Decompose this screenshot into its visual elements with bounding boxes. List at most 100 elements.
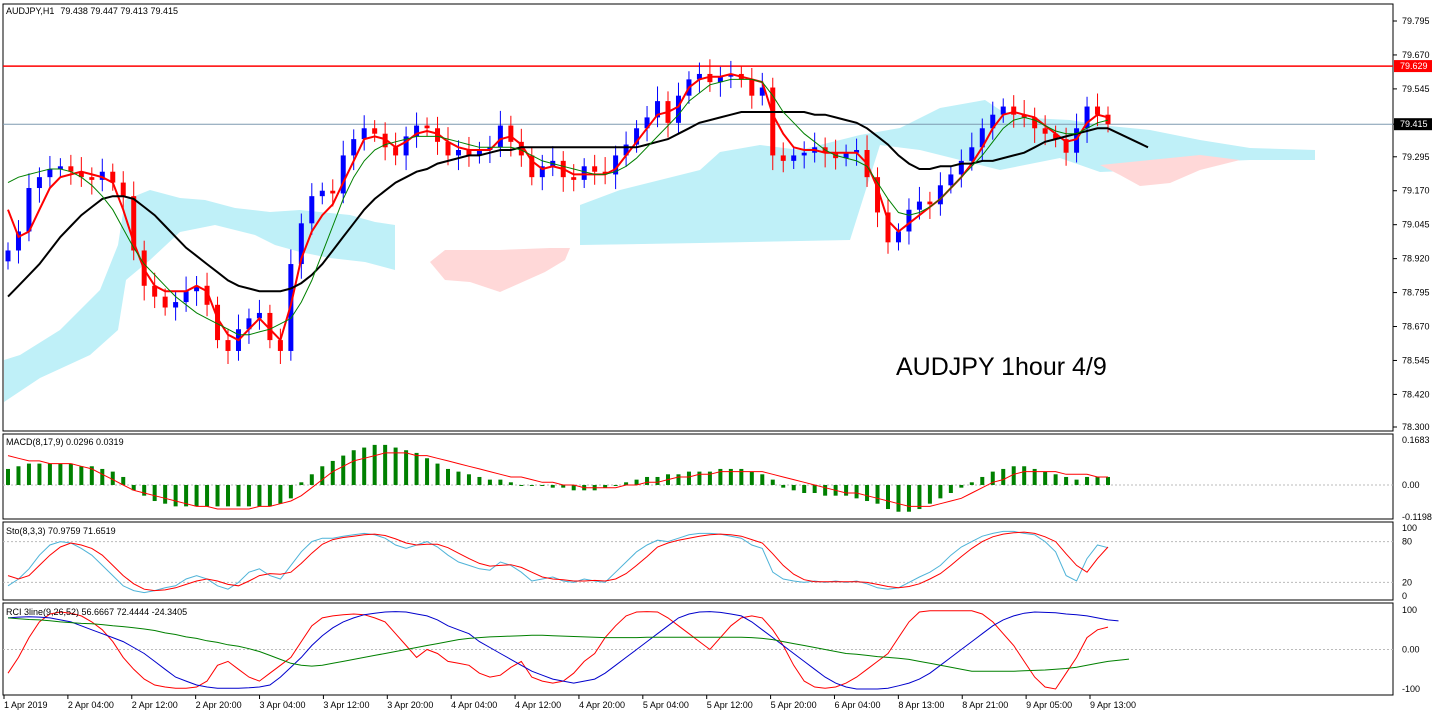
- macd-signal-line: [7, 452, 1108, 510]
- rci-series: [7, 611, 1119, 690]
- bear-candle: [120, 182, 126, 197]
- macd-bar: [205, 484, 210, 507]
- ichimoku-cloud: [4, 100, 1315, 402]
- bull-candle: [26, 188, 32, 232]
- macd-bar: [257, 484, 262, 507]
- ma-extension: [1107, 127, 1149, 149]
- time-tick-label: 2 Apr 12:00: [132, 700, 178, 710]
- bear-candle: [518, 141, 524, 156]
- macd-bar: [823, 484, 828, 496]
- sto-tick-label: 20: [1402, 577, 1412, 587]
- macd-bar: [655, 476, 660, 485]
- macd-bar: [79, 466, 84, 485]
- price-tag: [1394, 60, 1432, 73]
- price-indicator-series: [7, 72, 1109, 343]
- macd-bar: [194, 484, 199, 507]
- sto-series: [7, 531, 1109, 592]
- bull-candle: [256, 312, 262, 319]
- cloud-segment-bear: [430, 248, 570, 292]
- macd-bar: [47, 463, 52, 485]
- macd-bar: [854, 484, 859, 499]
- macd-bar: [173, 484, 178, 507]
- macd-bar: [812, 484, 817, 493]
- time-tick-label: 4 Apr 04:00: [451, 700, 497, 710]
- bull-candle: [36, 177, 42, 189]
- bull-candle: [990, 114, 996, 129]
- price-tick-label: 78.300: [1402, 422, 1430, 432]
- macd-bar: [865, 484, 870, 502]
- bull-candle: [948, 174, 954, 186]
- bear-candle: [1042, 128, 1048, 134]
- time-tick-label: 9 Apr 05:00: [1026, 700, 1072, 710]
- bear-candle: [1011, 106, 1017, 115]
- price-tick-label: 78.670: [1402, 322, 1430, 332]
- cloud-segment-bear: [1100, 155, 1240, 186]
- macd-bar: [6, 468, 10, 485]
- macd-bar: [603, 484, 608, 488]
- macd-bar: [875, 484, 880, 504]
- macd-bar: [26, 463, 31, 485]
- bull-candle: [1000, 106, 1006, 115]
- macd-bar: [561, 484, 566, 488]
- price-tick-label: 78.420: [1402, 389, 1430, 399]
- bear-candle: [1063, 139, 1069, 153]
- bull-candle: [57, 166, 63, 170]
- bull-candle: [895, 231, 901, 243]
- bull-candle: [15, 231, 21, 251]
- bear-candle: [382, 133, 388, 148]
- bear-candle: [372, 128, 378, 134]
- macd-bar: [1032, 468, 1037, 485]
- bull-candle: [309, 196, 315, 224]
- macd-bar: [1095, 476, 1100, 485]
- bear-candle: [78, 171, 84, 178]
- rci-tick-label: -100: [1402, 684, 1420, 694]
- macd-bar: [550, 484, 555, 488]
- bear-candle: [602, 171, 608, 175]
- macd-bar: [226, 484, 230, 507]
- rci-tick-label: 0.00: [1402, 645, 1420, 655]
- macd-bar: [246, 484, 251, 507]
- macd-panel-header: MACD(8,17,9) 0.0296 0.0319: [6, 437, 124, 447]
- bear-candle: [780, 155, 786, 161]
- bear-candle: [277, 340, 283, 351]
- time-tick-label: 9 Apr 13:00: [1090, 700, 1136, 710]
- bear-candle: [1032, 117, 1038, 129]
- time-tick-label: 8 Apr 13:00: [898, 700, 944, 710]
- macd-bar: [466, 474, 471, 485]
- macd-bar: [320, 466, 325, 485]
- macd-bar: [456, 471, 461, 485]
- bull-candle: [728, 73, 734, 77]
- price-tick-label: 79.295: [1402, 152, 1430, 162]
- bear-candle: [424, 125, 430, 129]
- macd-bar: [686, 471, 691, 485]
- bull-candle: [958, 160, 964, 175]
- bear-candle: [927, 201, 933, 205]
- macd-bar: [215, 484, 220, 507]
- macd-bar: [791, 484, 796, 491]
- macd-bar: [184, 484, 189, 507]
- bull-candle: [906, 209, 912, 232]
- time-tick-label: 6 Apr 04:00: [834, 700, 880, 710]
- sto-tick-label: 80: [1402, 537, 1412, 547]
- rci-indicator: 100 0.00 -100: [3, 605, 1420, 694]
- macd-bar: [414, 452, 419, 485]
- macd-bar: [121, 476, 126, 485]
- time-tick-label: 2 Apr 04:00: [68, 700, 114, 710]
- bear-candle: [204, 285, 210, 305]
- rci-panel-header: RCI 3line(9,26,52) 56.6667 72.4444 -24.3…: [6, 607, 187, 617]
- sto-panel-header: Sto(8,3,3) 70.9759 71.6519: [6, 526, 116, 536]
- bear-candle: [215, 304, 221, 341]
- bear-candle: [393, 147, 399, 156]
- bull-candle: [403, 136, 409, 156]
- time-tick-label: 3 Apr 12:00: [323, 700, 369, 710]
- bull-candle: [644, 117, 650, 129]
- macd-bar: [508, 482, 513, 485]
- macd-tick-label: 0.00: [1402, 480, 1420, 490]
- macd-bar: [571, 484, 576, 491]
- price-tick-label: 79.545: [1402, 84, 1430, 94]
- macd-tick-label: -0.1198: [1402, 512, 1432, 522]
- bear-candle: [1021, 114, 1027, 118]
- bull-candle: [173, 302, 179, 308]
- bull-candle: [319, 190, 325, 197]
